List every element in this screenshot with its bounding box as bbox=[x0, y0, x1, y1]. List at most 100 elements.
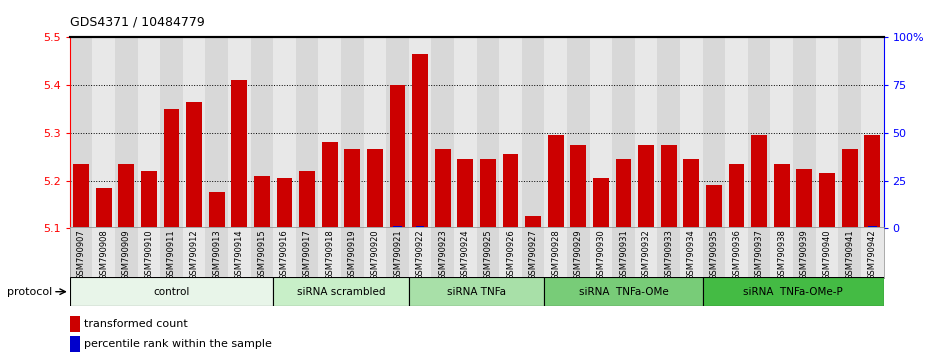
Text: protocol: protocol bbox=[7, 287, 53, 297]
Bar bbox=[506, 227, 515, 228]
Bar bbox=[502, 154, 518, 228]
Bar bbox=[800, 227, 809, 228]
Bar bbox=[687, 227, 696, 228]
Bar bbox=[484, 227, 492, 228]
Text: transformed count: transformed count bbox=[85, 319, 188, 329]
Bar bbox=[861, 227, 884, 278]
Bar bbox=[416, 226, 424, 228]
Bar bbox=[235, 227, 244, 228]
Text: GSM790922: GSM790922 bbox=[416, 229, 425, 280]
Bar bbox=[751, 135, 767, 228]
Bar bbox=[793, 227, 816, 278]
Text: GSM790940: GSM790940 bbox=[822, 229, 831, 280]
Bar bbox=[70, 37, 92, 228]
Bar bbox=[299, 171, 315, 228]
Bar bbox=[461, 227, 470, 228]
Text: GSM790932: GSM790932 bbox=[642, 229, 651, 280]
Bar bbox=[823, 227, 831, 228]
Bar bbox=[732, 227, 741, 228]
Text: GSM790942: GSM790942 bbox=[868, 229, 877, 280]
Bar bbox=[212, 227, 221, 228]
Text: GSM790924: GSM790924 bbox=[461, 229, 470, 280]
Bar bbox=[703, 37, 725, 228]
Text: GSM790914: GSM790914 bbox=[234, 229, 244, 280]
Bar bbox=[73, 164, 89, 228]
Bar bbox=[438, 227, 447, 228]
Bar bbox=[664, 227, 673, 228]
Bar bbox=[838, 227, 861, 278]
Bar bbox=[703, 277, 884, 306]
Text: GSM790934: GSM790934 bbox=[687, 229, 696, 280]
Bar bbox=[725, 227, 748, 278]
Bar bbox=[364, 227, 386, 278]
Bar bbox=[619, 227, 628, 228]
Bar bbox=[341, 37, 364, 228]
Bar bbox=[232, 80, 247, 228]
Text: GSM790916: GSM790916 bbox=[280, 229, 289, 280]
Bar bbox=[661, 145, 677, 228]
Bar bbox=[273, 277, 409, 306]
Bar bbox=[529, 227, 538, 228]
Bar bbox=[228, 37, 250, 228]
Text: siRNA  TNFa-OMe: siRNA TNFa-OMe bbox=[578, 287, 669, 297]
Bar bbox=[748, 227, 770, 278]
Text: GSM790913: GSM790913 bbox=[212, 229, 221, 280]
Text: GSM790933: GSM790933 bbox=[664, 229, 673, 280]
Bar bbox=[70, 337, 80, 352]
Text: GSM790938: GSM790938 bbox=[777, 229, 786, 280]
Text: GSM790926: GSM790926 bbox=[506, 229, 515, 280]
Bar bbox=[819, 173, 835, 228]
Bar bbox=[570, 145, 586, 228]
Bar bbox=[838, 37, 861, 228]
Bar bbox=[254, 176, 270, 228]
Bar bbox=[70, 227, 92, 278]
Bar bbox=[273, 37, 296, 228]
Bar bbox=[412, 54, 428, 228]
Bar bbox=[208, 193, 224, 228]
Text: GSM790937: GSM790937 bbox=[754, 229, 764, 280]
Bar bbox=[322, 142, 338, 228]
Bar bbox=[635, 37, 658, 228]
Bar bbox=[303, 227, 312, 228]
Text: percentile rank within the sample: percentile rank within the sample bbox=[85, 339, 272, 349]
Bar bbox=[770, 37, 793, 228]
Bar bbox=[525, 216, 541, 228]
Bar bbox=[206, 37, 228, 228]
Bar bbox=[183, 37, 206, 228]
Text: GSM790910: GSM790910 bbox=[144, 229, 153, 280]
Bar bbox=[390, 85, 405, 228]
Bar bbox=[115, 227, 138, 278]
Text: GSM790935: GSM790935 bbox=[710, 229, 719, 280]
Bar bbox=[638, 145, 654, 228]
Text: GSM790920: GSM790920 bbox=[370, 229, 379, 280]
Text: control: control bbox=[153, 287, 190, 297]
Bar bbox=[160, 227, 183, 278]
Text: GSM790941: GSM790941 bbox=[845, 229, 854, 280]
Bar bbox=[522, 227, 544, 278]
Bar bbox=[635, 227, 658, 278]
Text: GSM790908: GSM790908 bbox=[100, 229, 108, 280]
Bar bbox=[458, 159, 473, 228]
Bar bbox=[816, 37, 838, 228]
Bar bbox=[432, 37, 454, 228]
Bar bbox=[92, 227, 115, 278]
Bar bbox=[318, 37, 341, 228]
Bar bbox=[409, 37, 432, 228]
Bar bbox=[770, 227, 793, 278]
Bar bbox=[250, 227, 273, 278]
Bar bbox=[642, 227, 650, 228]
Text: GDS4371 / 10484779: GDS4371 / 10484779 bbox=[70, 16, 205, 29]
Text: siRNA TNFa: siRNA TNFa bbox=[447, 287, 506, 297]
Bar bbox=[76, 227, 86, 228]
Bar bbox=[122, 227, 130, 228]
Bar bbox=[658, 37, 680, 228]
Bar bbox=[777, 227, 786, 228]
Bar bbox=[160, 37, 183, 228]
Bar bbox=[138, 37, 160, 228]
Bar bbox=[409, 227, 432, 278]
Bar bbox=[755, 227, 764, 228]
Bar bbox=[348, 227, 356, 228]
Bar bbox=[144, 227, 153, 228]
Bar bbox=[842, 149, 857, 228]
Bar bbox=[141, 171, 157, 228]
